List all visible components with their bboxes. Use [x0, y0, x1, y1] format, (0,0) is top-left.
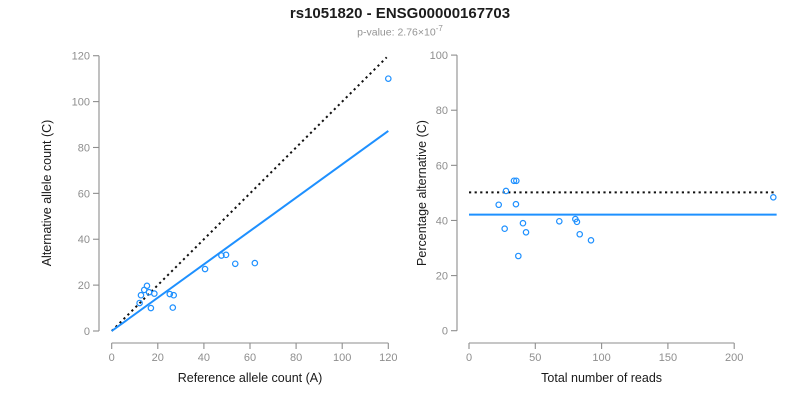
- data-point: [169, 304, 177, 311]
- figure-subtitle: p-value: 2.76×10-7: [0, 24, 800, 39]
- data-point: [137, 291, 145, 299]
- y-tick-label: 80: [436, 105, 448, 117]
- y-tick-label: 40: [436, 215, 448, 227]
- data-point: [556, 217, 563, 225]
- data-point: [170, 291, 178, 299]
- y-axis-title: Alternative allele count (C): [40, 120, 54, 267]
- data-point: [515, 252, 522, 260]
- data-point: [510, 177, 518, 185]
- y-tick-label: 20: [78, 280, 90, 292]
- data-point: [519, 219, 527, 227]
- right-plot: 0 20 40 60 80 100 0 50 100 150 200 Total number of …: [415, 50, 777, 385]
- data-point: [495, 201, 503, 209]
- data-point: [770, 194, 777, 201]
- y-tick-label: 100: [72, 97, 90, 109]
- identity-line: [110, 56, 388, 332]
- x-tick-label: 60: [244, 352, 256, 364]
- y-tick-label: 0: [84, 326, 90, 338]
- y-tick-label: 20: [436, 271, 448, 283]
- x-tick-label: 100: [333, 352, 351, 364]
- x-tick-label: 150: [659, 352, 677, 364]
- x-tick-label: 0: [466, 352, 472, 364]
- x-tick-label: 0: [109, 352, 115, 364]
- x-axis-title: Reference allele count (A): [178, 371, 323, 385]
- pvalue-exponent: -7: [435, 24, 443, 33]
- figure-title: rs1051820 - ENSG00000167703: [289, 5, 511, 22]
- x-axis-title: Total number of reads: [541, 371, 662, 385]
- fit-line: [111, 130, 389, 332]
- x-tick-label: 120: [379, 352, 397, 364]
- data-point: [502, 187, 510, 195]
- data-point: [151, 290, 158, 297]
- data-point: [573, 218, 581, 226]
- data-point: [218, 252, 225, 259]
- x-tick-label: 80: [290, 352, 302, 364]
- data-point: [147, 304, 155, 312]
- data-point: [384, 75, 392, 82]
- left-plot: 0 20 40 60 80 100 120 0 20 40 60 80 100 120 Reference …: [40, 51, 397, 385]
- data-point: [251, 259, 259, 267]
- pvalue-text: p-value: 2.76×10: [357, 26, 436, 39]
- data-point: [222, 251, 230, 259]
- x-tick-label: 20: [152, 352, 164, 364]
- y-tick-label: 80: [78, 142, 90, 154]
- x-tick-label: 100: [592, 352, 610, 364]
- y-tick-label: 100: [430, 50, 448, 62]
- y-tick-label: 60: [78, 188, 90, 200]
- data-point: [501, 225, 508, 233]
- data-point: [587, 237, 595, 244]
- x-tick-label: 50: [529, 352, 541, 364]
- x-tick-label: 200: [725, 352, 743, 364]
- data-point: [512, 200, 520, 208]
- data-point: [576, 230, 584, 238]
- x-tick-label: 40: [198, 352, 210, 364]
- data-point: [201, 265, 209, 273]
- y-tick-label: 40: [78, 234, 90, 246]
- y-tick-label: 0: [442, 326, 448, 338]
- y-axis-title: Percentage alternative (C): [415, 120, 429, 266]
- y-tick-label: 120: [72, 51, 90, 63]
- data-point: [166, 290, 174, 298]
- data-point: [231, 260, 239, 268]
- y-tick-label: 60: [436, 160, 448, 172]
- data-point: [522, 229, 530, 236]
- data-point: [136, 299, 143, 307]
- data-point: [513, 177, 520, 185]
